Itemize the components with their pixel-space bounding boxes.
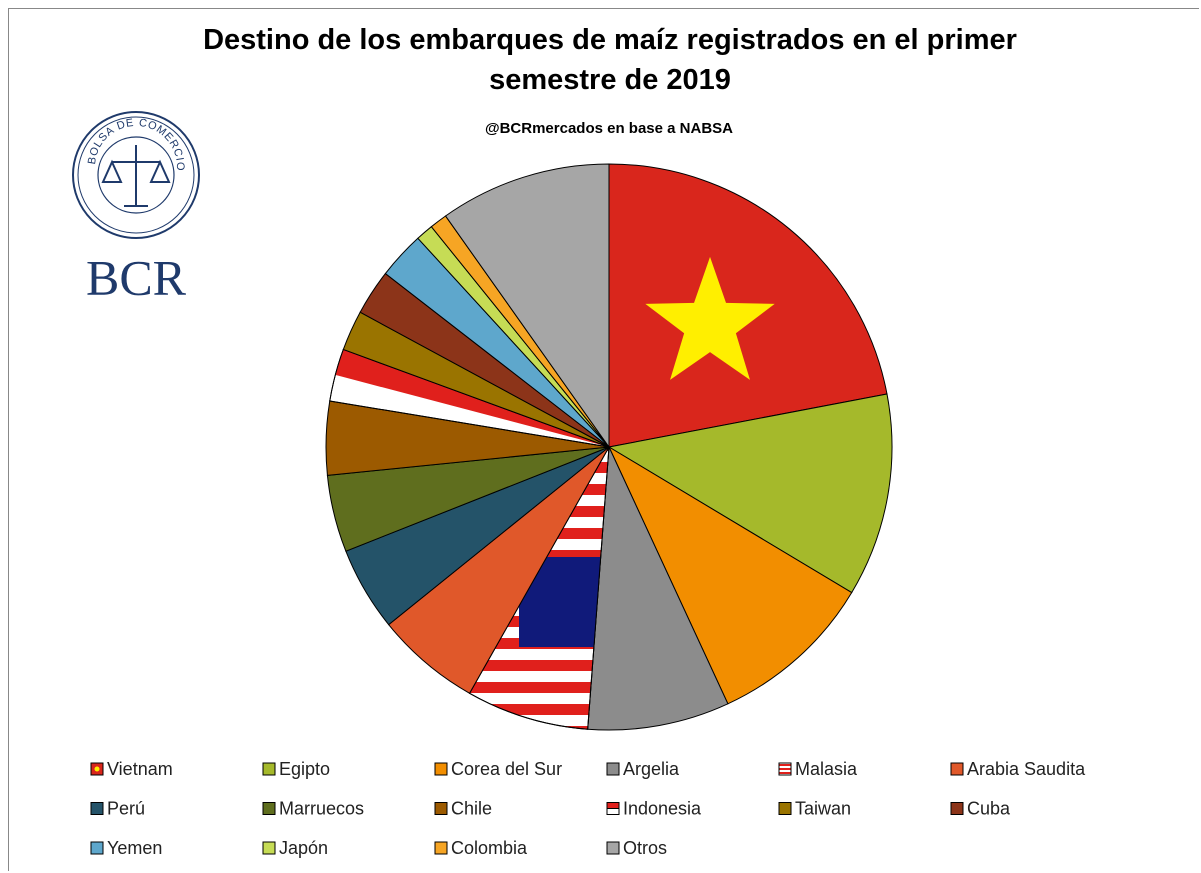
legend-swatch xyxy=(950,802,964,815)
legend-swatch xyxy=(262,841,276,855)
legend-swatch xyxy=(606,762,620,776)
legend-swatch xyxy=(606,841,620,855)
logo: BOLSA DE COMERCIO DE ROSARIO BCR xyxy=(0,0,200,305)
legend-label: Egipto xyxy=(279,759,330,779)
legend-label: Malasia xyxy=(795,759,858,779)
legend-label: Taiwan xyxy=(795,798,851,818)
logo-text: BCR xyxy=(86,249,187,305)
legend-label: Corea del Sur xyxy=(451,759,562,779)
legend-swatch xyxy=(262,802,276,815)
legend-label: Indonesia xyxy=(623,798,702,818)
legend-label: Otros xyxy=(623,838,667,858)
legend-swatch xyxy=(434,762,448,776)
pie-slice xyxy=(587,445,729,731)
legend-label: Perú xyxy=(107,798,145,818)
flag-red-half xyxy=(335,349,609,447)
pie-outline xyxy=(468,446,610,730)
legend-swatch-star xyxy=(94,766,100,772)
frame xyxy=(8,8,1199,871)
legend-label: Cuba xyxy=(967,798,1011,818)
legend-swatch xyxy=(90,802,104,815)
pie-slice xyxy=(607,445,853,705)
pie-slice xyxy=(607,393,893,594)
chart-title: Destino de los embarques de maíz registr… xyxy=(203,24,1017,96)
legend-swatch xyxy=(262,762,276,776)
legend-label: Arabia Saudita xyxy=(967,759,1086,779)
chart-subtitle: @BCRmercados en base a NABSA xyxy=(484,120,734,137)
legend-swatch xyxy=(434,802,448,815)
legend-label: Argelia xyxy=(623,759,680,779)
legend-swatch xyxy=(950,762,964,776)
legend-label: Yemen xyxy=(107,838,162,858)
legend-swatch xyxy=(778,762,792,776)
legend-swatch xyxy=(90,841,104,855)
legend-label: Vietnam xyxy=(107,759,173,779)
legend-label: Colombia xyxy=(451,838,528,858)
legend-label: Marruecos xyxy=(279,798,364,818)
legend-label: Japón xyxy=(279,838,328,858)
legend-swatch xyxy=(778,802,792,815)
legend-label: Chile xyxy=(451,798,492,818)
pie-slice xyxy=(444,163,610,449)
legend-swatch xyxy=(434,841,448,855)
logo-seal-text: BOLSA DE COMERCIO DE ROSARIO xyxy=(0,0,186,172)
flag-star xyxy=(645,256,775,380)
legend-swatch-red xyxy=(606,802,620,809)
